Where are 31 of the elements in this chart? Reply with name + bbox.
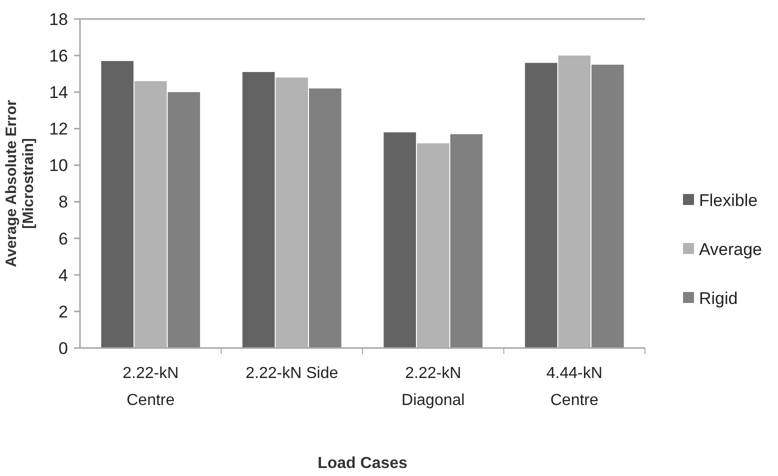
y-tick-label: 6 bbox=[58, 229, 68, 248]
legend-label: Average bbox=[699, 240, 762, 259]
y-tick-label: 14 bbox=[49, 83, 68, 102]
bar bbox=[558, 56, 591, 348]
legend-label: Flexible bbox=[699, 190, 758, 210]
bar bbox=[384, 132, 416, 348]
y-tick-label: 8 bbox=[58, 192, 68, 212]
y-tick-label: 2 bbox=[58, 302, 68, 322]
y-tick-label: 10 bbox=[49, 156, 68, 176]
x-axis-title: Load Cases bbox=[318, 455, 408, 472]
bar bbox=[276, 77, 308, 348]
bar bbox=[242, 72, 275, 348]
legend-label: Rigid bbox=[699, 288, 738, 308]
bar bbox=[134, 81, 167, 348]
x-tick-label: 4.44-kN Centre bbox=[546, 365, 602, 409]
x-tick-label: 2.22-kN Diagonal bbox=[402, 365, 465, 409]
bar bbox=[524, 62, 558, 348]
y-tick-label: 0 bbox=[58, 338, 68, 358]
bar bbox=[309, 88, 342, 348]
bar bbox=[416, 143, 450, 348]
x-tick-label: 2.22-kN Centre bbox=[122, 365, 179, 409]
x-tick-label: 2.22-kN Side bbox=[246, 365, 338, 382]
y-tick-label: 4 bbox=[58, 266, 68, 285]
y-tick-label: 18 bbox=[49, 10, 68, 29]
bar bbox=[168, 92, 200, 348]
y-tick-label: 16 bbox=[49, 46, 68, 66]
bar bbox=[592, 64, 624, 348]
y-axis-title: Average Absolute Error [Microstrain] bbox=[3, 100, 37, 268]
y-tick-label: 12 bbox=[49, 120, 68, 139]
bar bbox=[101, 61, 134, 348]
bar bbox=[450, 134, 483, 348]
